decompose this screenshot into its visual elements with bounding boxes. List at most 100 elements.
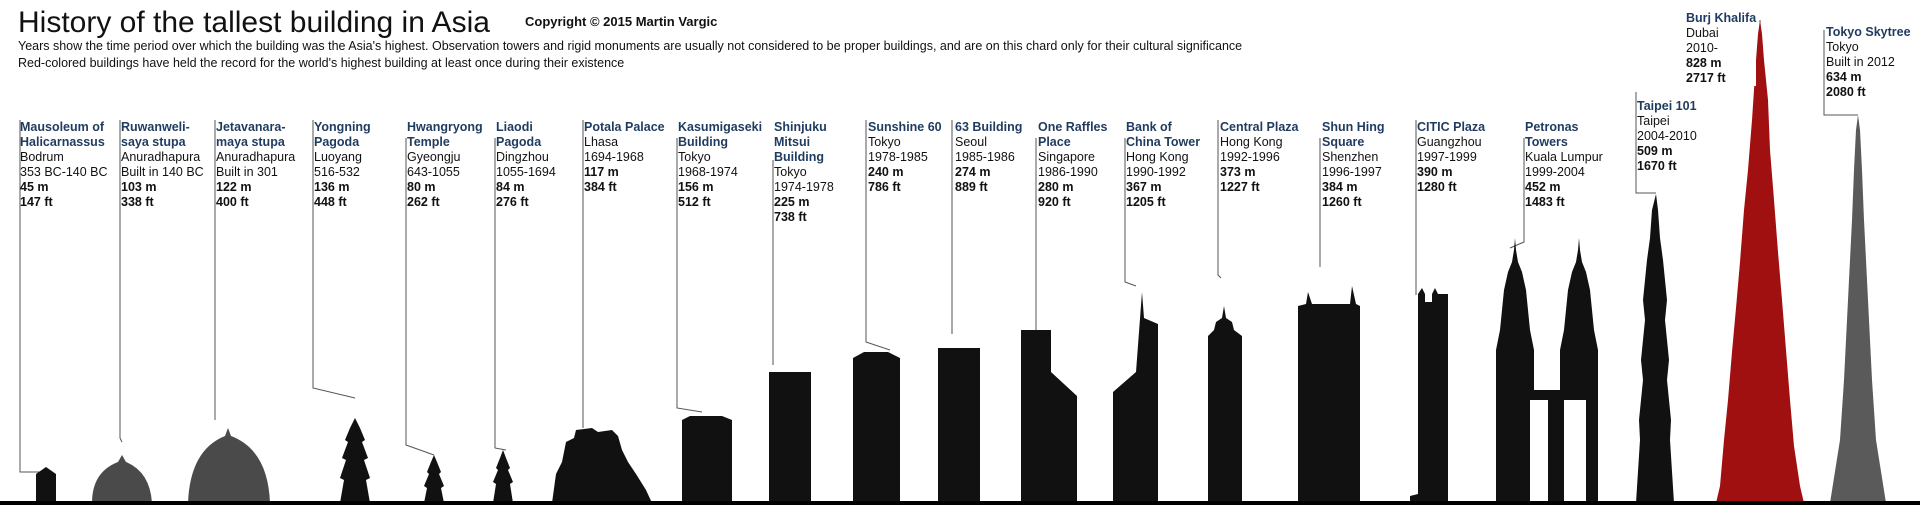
height-m: 452 m xyxy=(1525,180,1561,194)
name-line: Halicarnassus xyxy=(20,135,105,149)
name-line: Ruwanweli- xyxy=(121,120,190,134)
period: 1055-1694 xyxy=(496,165,556,179)
name-line: CITIC Plaza xyxy=(1417,120,1486,134)
building-shunhing xyxy=(1298,286,1360,503)
height-ft: 1205 ft xyxy=(1126,195,1166,209)
name-line: Burj Khalifa xyxy=(1686,11,1757,25)
name-line: Shun Hing xyxy=(1322,120,1385,134)
label-one-raffles: One Raffles Place Singapore 1986-1990 28… xyxy=(1038,120,1107,210)
location: Seoul xyxy=(955,135,987,149)
height-ft: 400 ft xyxy=(216,195,249,209)
building-central xyxy=(1208,306,1242,503)
label-ruwanweli: Ruwanweli- saya stupa Anuradhapura Built… xyxy=(121,120,204,210)
location: Guangzhou xyxy=(1417,135,1482,149)
height-m: 156 m xyxy=(678,180,714,194)
page-title: History of the tallest building in Asia xyxy=(18,6,490,39)
name-line: Taipei 101 xyxy=(1637,99,1697,113)
building-hwangryong xyxy=(424,455,444,503)
period: 516-532 xyxy=(314,165,360,179)
copyright-text: Copyright © 2015 Martin Vargic xyxy=(525,14,718,29)
name-line: Pagoda xyxy=(496,135,542,149)
location: Anuradhapura xyxy=(216,150,296,164)
height-ft: 262 ft xyxy=(407,195,440,209)
building-mausoleum xyxy=(36,467,56,503)
label-petronas: Petronas Towers Kuala Lumpur 1999-2004 4… xyxy=(1525,120,1603,210)
height-m: 240 m xyxy=(868,165,904,179)
leader-line-sunshine xyxy=(865,120,891,351)
location: Singapore xyxy=(1038,150,1095,164)
height-ft: 889 ft xyxy=(955,180,988,194)
label-sunshine: Sunshine 60 Tokyo 1978-1985 240 m 786 ft xyxy=(868,120,942,195)
leader-line-taipei xyxy=(1635,92,1656,194)
label-yongning: Yongning Pagoda Luoyang 516-532 136 m 44… xyxy=(314,120,371,210)
label-central-plaza: Central Plaza Hong Kong 1992-1996 373 m … xyxy=(1220,120,1299,195)
building-shinjuku xyxy=(769,372,811,503)
height-m: 45 m xyxy=(20,180,49,194)
name-line: Mausoleum of xyxy=(20,120,105,134)
location: Hong Kong xyxy=(1126,150,1189,164)
name-line: 63 Building xyxy=(955,120,1023,134)
period: 353 BC-140 BC xyxy=(20,165,108,179)
period: 1996-1997 xyxy=(1322,165,1382,179)
label-shun-hing: Shun Hing Square Shenzhen 1996-1997 384 … xyxy=(1322,120,1385,210)
building-boc xyxy=(1113,292,1158,503)
name-line: Bank of xyxy=(1126,120,1172,134)
label-potala: Potala Palace Lhasa 1694-1968 117 m 384 … xyxy=(584,120,665,195)
building-63 xyxy=(938,348,980,503)
period: 1985-1986 xyxy=(955,150,1015,164)
building-liaodi xyxy=(493,450,513,503)
height-m: 136 m xyxy=(314,180,350,194)
label-liaodi: Liaodi Pagoda Dingzhou 1055-1694 84 m 27… xyxy=(496,120,556,210)
subtitle-line-1: Years show the time period over which th… xyxy=(18,39,1243,53)
height-m: 367 m xyxy=(1126,180,1162,194)
height-ft: 2080 ft xyxy=(1826,85,1866,99)
name-line: Temple xyxy=(407,135,450,149)
period: Built in 140 BC xyxy=(121,165,204,179)
height-ft: 1227 ft xyxy=(1220,180,1260,194)
height-ft: 786 ft xyxy=(868,180,901,194)
period: Built in 2012 xyxy=(1826,55,1895,69)
period: 1986-1990 xyxy=(1038,165,1098,179)
period: 1997-1999 xyxy=(1417,150,1477,164)
height-m: 634 m xyxy=(1826,70,1862,84)
height-m: 80 m xyxy=(407,180,436,194)
period: 1999-2004 xyxy=(1525,165,1585,179)
height-ft: 276 ft xyxy=(496,195,529,209)
location: Shenzhen xyxy=(1322,150,1379,164)
label-bank-of-china: Bank of China Tower Hong Kong 1990-1992 … xyxy=(1126,120,1200,210)
building-raffles xyxy=(1021,330,1077,503)
height-ft: 920 ft xyxy=(1038,195,1071,209)
leader-line-petronas xyxy=(1509,138,1525,249)
height-ft: 2717 ft xyxy=(1686,71,1726,85)
height-ft: 1670 ft xyxy=(1637,159,1677,173)
building-sunshine xyxy=(853,352,900,503)
leader-line-central xyxy=(1217,120,1222,279)
name-line: Petronas xyxy=(1525,120,1579,134)
leader-line-hwangryong xyxy=(405,138,435,456)
location: Bodrum xyxy=(20,150,64,164)
period: 2004-2010 xyxy=(1637,129,1697,143)
leader-line-boc xyxy=(1124,138,1137,287)
name-line: Tokyo Skytree xyxy=(1826,25,1911,39)
height-ft: 1280 ft xyxy=(1417,180,1457,194)
name-line: Liaodi xyxy=(496,120,533,134)
ground-line xyxy=(0,501,1920,505)
height-m: 280 m xyxy=(1038,180,1074,194)
subtitle-line-2: Red-colored buildings have held the reco… xyxy=(18,56,625,70)
building-skytree xyxy=(1830,115,1886,503)
location: Dingzhou xyxy=(496,150,549,164)
location: Tokyo xyxy=(1826,40,1859,54)
height-m: 384 m xyxy=(1322,180,1358,194)
leader-line-liaodi xyxy=(494,138,507,451)
height-m: 509 m xyxy=(1637,144,1673,158)
building-taipei xyxy=(1636,194,1674,503)
name-line: One Raffles xyxy=(1038,120,1108,134)
height-ft: 512 ft xyxy=(678,195,711,209)
height-ft: 147 ft xyxy=(20,195,53,209)
name-line: Pagoda xyxy=(314,135,360,149)
location: Tokyo xyxy=(774,165,807,179)
building-petronas xyxy=(1496,238,1598,503)
label-mausoleum: Mausoleum of Halicarnassus Bodrum 353 BC… xyxy=(20,120,108,210)
period: 1974-1978 xyxy=(774,180,834,194)
